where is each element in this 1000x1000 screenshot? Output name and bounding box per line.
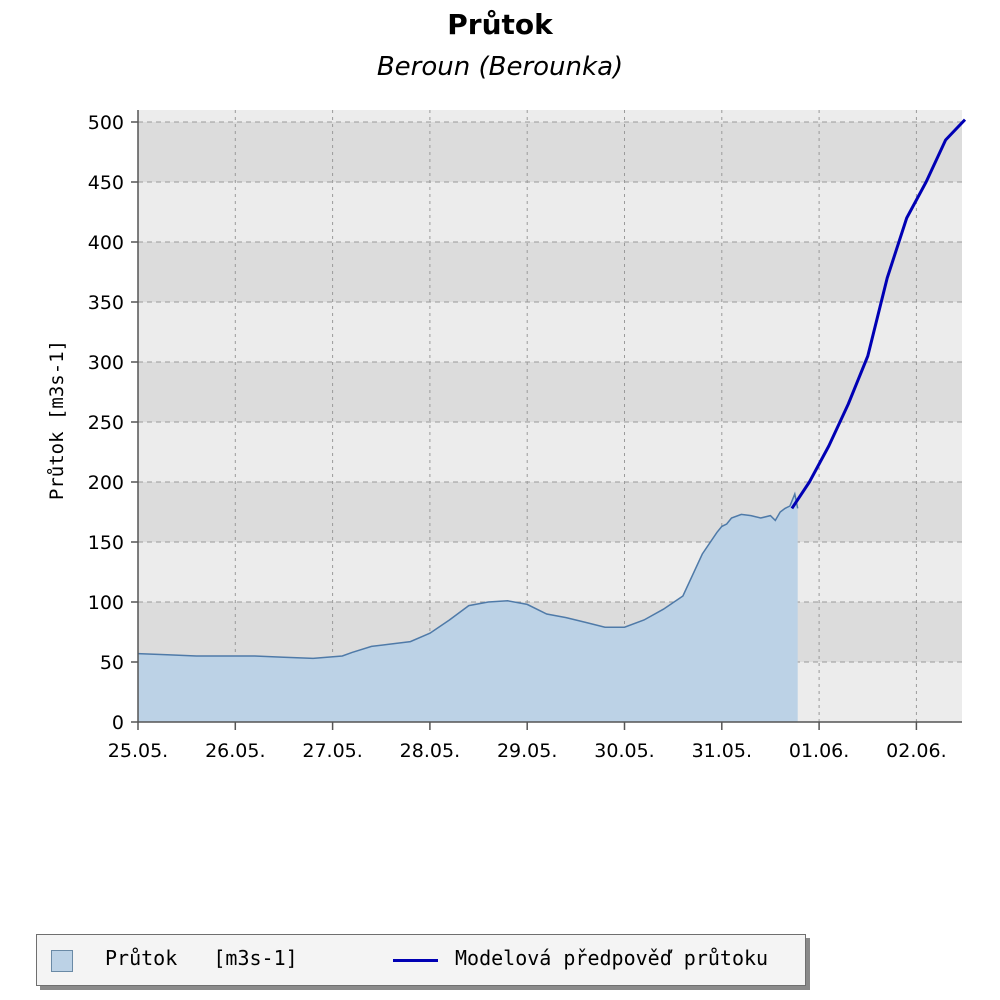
legend-label-forecast: Modelová předpověď průtoku: [455, 946, 769, 970]
observed-line: [137, 491, 799, 660]
observed-area: [138, 494, 798, 722]
y-tick-label: 450: [88, 172, 124, 194]
y-tick-label: 50: [100, 652, 124, 674]
x-tick-label: 29.05.: [497, 740, 557, 762]
y-tick-label: 300: [88, 352, 124, 374]
x-tick-label: 25.05.: [108, 740, 168, 762]
chart-subtitle: Beroun (Berounka): [376, 52, 624, 82]
x-tick-label: 27.05.: [302, 740, 362, 762]
x-tick-label: 28.05.: [400, 740, 460, 762]
legend-label-observed: Průtok [m3s-1]: [105, 946, 298, 970]
x-tick-label: 02.06.: [886, 740, 946, 762]
y-tick-label: 100: [88, 592, 124, 614]
forecast-line: [790, 118, 967, 510]
y-tick-label: 400: [88, 232, 124, 254]
plot-band: [138, 362, 962, 422]
plot-band: [138, 542, 962, 602]
x-axis-ticks: 25.05. 26.05. 27.05. 28.05. 29.05. 30.05. 31.0…: [108, 722, 947, 762]
axes: [137, 110, 962, 723]
plot-band: [138, 122, 962, 182]
legend: Průtok [m3s-1] Modelová předpověď průtok…: [36, 934, 806, 986]
legend-line-forecast: [393, 959, 438, 962]
y-tick-label: 350: [88, 292, 124, 314]
y-tick-label: 200: [88, 472, 124, 494]
y-tick-label: 500: [88, 112, 124, 134]
plot-band: [138, 182, 962, 242]
y-axis-label: Průtok [m3s-1]: [46, 340, 68, 500]
chart-title: Průtok: [447, 8, 553, 41]
plot-band: [138, 482, 962, 542]
x-tick-label: 31.05.: [692, 740, 752, 762]
x-tick-label: 30.05.: [594, 740, 654, 762]
legend-swatch-observed: [51, 950, 73, 972]
plot-band: [138, 242, 962, 302]
plot-band: [138, 422, 962, 482]
y-tick-label: 250: [88, 412, 124, 434]
plot-band: [138, 110, 962, 122]
x-tick-label: 01.06.: [789, 740, 849, 762]
series-layer: [137, 118, 967, 722]
y-tick-label: 0: [112, 712, 124, 734]
y-tick-label: 150: [88, 532, 124, 554]
y-axis-ticks: 0 50 100 150 200 250 300 350 400 450 500: [88, 112, 138, 734]
plot-band: [138, 302, 962, 362]
flow-chart: 0 50 100 150 200 250 300 350 400 450 500 25.05. 26.…: [46, 110, 967, 762]
x-tick-label: 26.05.: [205, 740, 265, 762]
